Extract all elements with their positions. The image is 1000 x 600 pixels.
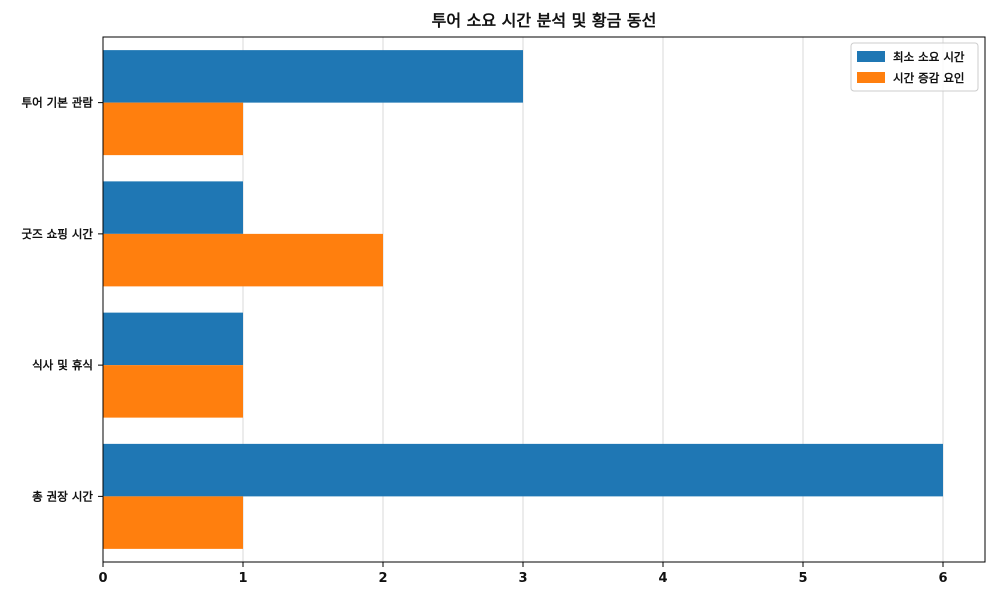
legend-label: 시간 증감 요인 — [893, 71, 965, 85]
y-category-label: 식사 및 휴식 — [32, 358, 93, 372]
y-category-label: 투어 기본 관람 — [22, 96, 94, 110]
x-tick-label: 3 — [518, 571, 527, 586]
bar-variation-2 — [103, 365, 243, 418]
bar-layer — [103, 50, 943, 549]
chart-title: 투어 소요 시간 분석 및 황금 동선 — [432, 11, 657, 30]
legend-swatch — [857, 72, 885, 83]
x-tick-label: 0 — [98, 571, 107, 586]
legend-swatch — [857, 51, 885, 62]
bar-min-time-1 — [103, 181, 243, 234]
bar-min-time-2 — [103, 312, 243, 366]
plot-frame — [102, 36, 986, 563]
bar-variation-0 — [103, 102, 243, 156]
y-category-label: 굿즈 쇼핑 시간 — [22, 227, 94, 241]
bar-variation-3 — [103, 496, 243, 549]
x-tick-label: 1 — [238, 571, 247, 586]
y-category-label: 총 권장 시간 — [32, 489, 93, 503]
legend-label: 최소 소요 시간 — [893, 50, 965, 64]
x-tick-label: 6 — [938, 571, 947, 586]
x-tick-label: 2 — [378, 571, 387, 586]
bar-min-time-3 — [103, 443, 943, 497]
bar-variation-1 — [103, 233, 383, 287]
x-tick-label: 4 — [658, 571, 667, 586]
x-tick-label: 5 — [798, 571, 807, 586]
bar-min-time-0 — [103, 50, 523, 103]
